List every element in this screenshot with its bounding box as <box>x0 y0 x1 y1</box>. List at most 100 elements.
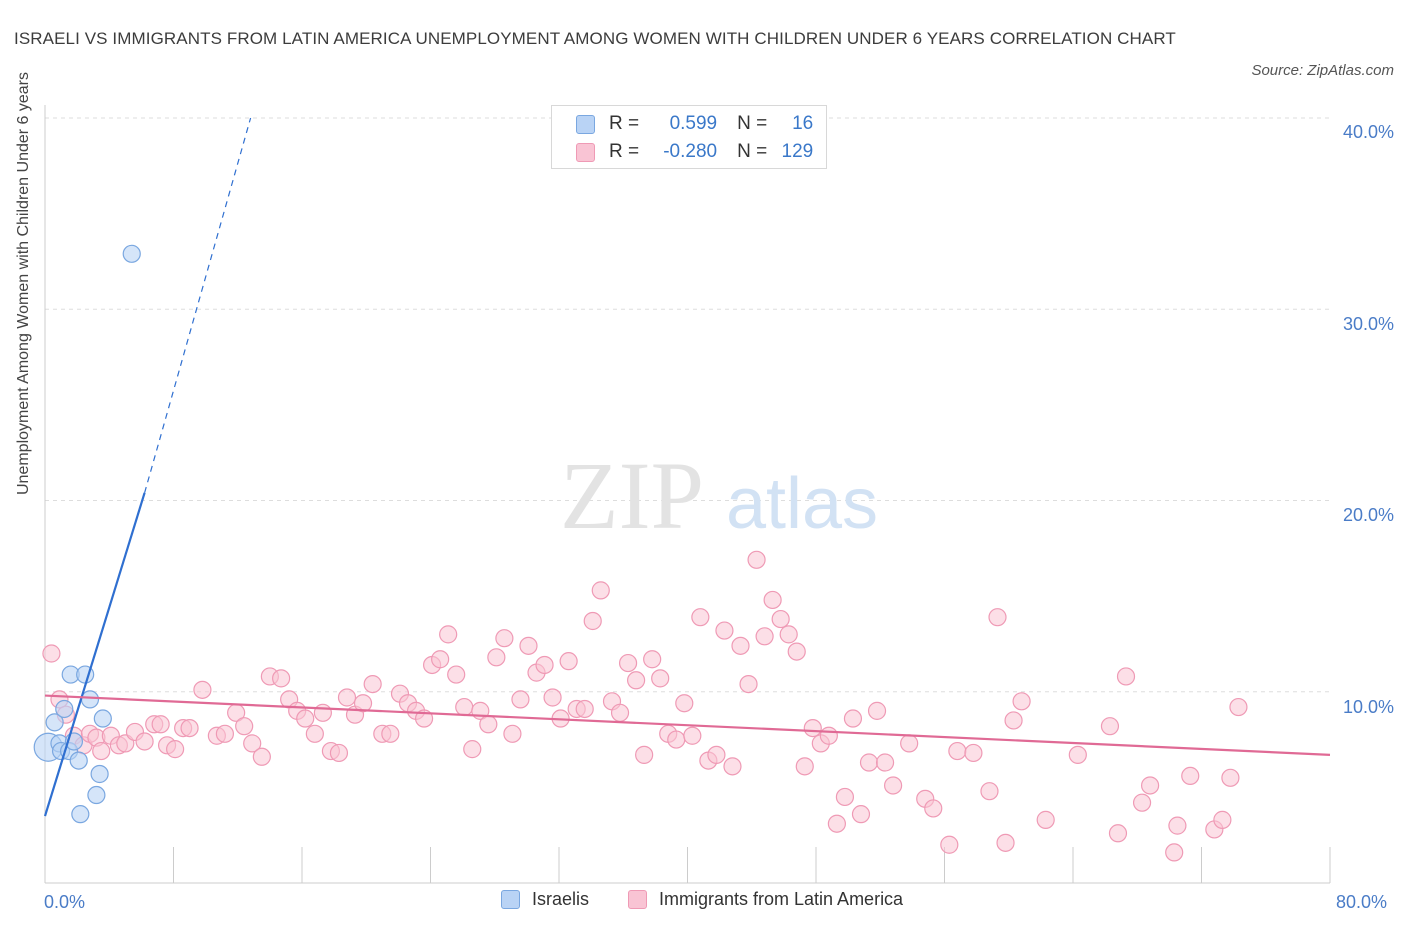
point-israelis <box>122 244 141 263</box>
point-latam <box>455 697 474 717</box>
point-latam <box>329 743 349 763</box>
y-tick-label-40: 40.0% <box>1342 122 1394 142</box>
israelis-swatch <box>576 114 595 134</box>
point-latam <box>353 694 373 713</box>
point-latam <box>988 608 1007 627</box>
point-latam <box>755 627 774 646</box>
point-latam <box>763 590 782 610</box>
stats-row-latam: R = -0.280 N = 129 <box>576 139 813 165</box>
point-latam <box>948 741 967 761</box>
point-israelis <box>71 805 90 824</box>
point-latam <box>996 833 1015 852</box>
point-latam <box>511 690 530 709</box>
point-latam <box>851 805 871 824</box>
point-latam <box>1221 768 1240 787</box>
point-latam <box>1100 717 1120 736</box>
point-latam <box>543 688 562 707</box>
point-latam <box>252 747 271 766</box>
point-latam <box>964 743 983 763</box>
point-latam <box>519 636 538 655</box>
point-latam <box>591 581 610 600</box>
x-tick-label-min: 0.0% <box>44 892 86 912</box>
point-latam <box>1108 824 1128 843</box>
point-latam <box>215 724 234 743</box>
point-latam <box>1012 692 1031 711</box>
stats-row-israelis: R = 0.599 N = 16 <box>576 111 813 137</box>
point-latam <box>1068 745 1087 764</box>
point-latam <box>42 644 61 663</box>
point-latam <box>771 609 790 629</box>
legend-item-israelis: Israelis <box>501 889 589 910</box>
point-latam <box>1165 843 1184 862</box>
point-latam <box>447 665 466 684</box>
point-latam <box>739 674 758 694</box>
point-latam <box>92 741 111 761</box>
source-label: Source: ZipAtlas.com <box>1251 62 1394 79</box>
point-latam <box>675 694 694 713</box>
legend-item-latam: Immigrants from Latin America <box>628 889 903 910</box>
point-latam <box>235 717 254 736</box>
point-latam <box>835 787 855 807</box>
point-latam <box>166 740 185 759</box>
point-latam <box>272 669 291 688</box>
point-latam <box>495 629 514 648</box>
r-label: R = <box>609 113 640 134</box>
point-latam <box>305 724 324 743</box>
point-latam <box>243 734 262 753</box>
series-legend: Israelis Immigrants from Latin America <box>0 889 1406 915</box>
point-latam <box>1004 711 1023 730</box>
point-latam <box>1116 667 1136 686</box>
points-israelis <box>33 244 141 824</box>
point-latam <box>431 650 450 669</box>
point-latam <box>819 726 838 745</box>
r-label: R = <box>609 141 640 162</box>
point-latam <box>1140 776 1160 795</box>
point-latam <box>1132 793 1152 812</box>
point-latam <box>883 776 903 795</box>
point-latam <box>1036 810 1055 829</box>
point-israelis <box>80 690 100 709</box>
n-label: N = <box>737 141 768 162</box>
point-latam <box>575 699 594 719</box>
point-latam <box>843 709 863 728</box>
point-latam <box>900 734 919 753</box>
point-latam <box>583 611 602 631</box>
point-latam <box>859 753 879 772</box>
trend-line-israelis-extended <box>144 117 252 494</box>
point-latam <box>363 674 382 694</box>
y-tick-label-20: 20.0% <box>1342 505 1394 525</box>
point-latam <box>667 730 686 749</box>
point-latam <box>651 669 670 688</box>
point-latam <box>683 726 702 745</box>
point-latam <box>1181 766 1200 786</box>
point-latam <box>980 782 999 801</box>
point-latam <box>296 709 315 728</box>
israelis-r-value: 0.599 <box>669 113 718 134</box>
legend-label-israelis: Israelis <box>532 889 590 909</box>
point-israelis <box>69 751 88 770</box>
point-latam <box>731 636 750 655</box>
watermark-atlas: atlas <box>726 464 878 544</box>
point-latam <box>1229 697 1248 717</box>
point-latam <box>723 757 742 776</box>
points-latam <box>42 550 1248 862</box>
point-israelis <box>90 764 109 784</box>
point-latam <box>1168 816 1187 835</box>
point-latam <box>135 732 154 751</box>
point-latam <box>875 753 895 772</box>
point-latam <box>337 688 357 707</box>
trend-line-latam <box>44 694 1331 756</box>
point-latam <box>626 671 646 690</box>
point-israelis <box>45 713 64 732</box>
point-latam <box>463 740 482 759</box>
point-latam <box>479 715 498 734</box>
watermark-zip: ZIP <box>560 442 704 549</box>
latam-n-value: 129 <box>781 141 814 162</box>
stats-legend: R = 0.599 N = 16 R = -0.280 N = 129 <box>551 105 827 169</box>
latam-swatch <box>576 142 595 162</box>
point-latam <box>193 680 212 699</box>
latam-legend-swatch <box>628 890 647 909</box>
trend-line-israelis <box>43 492 146 817</box>
point-latam <box>503 724 522 743</box>
